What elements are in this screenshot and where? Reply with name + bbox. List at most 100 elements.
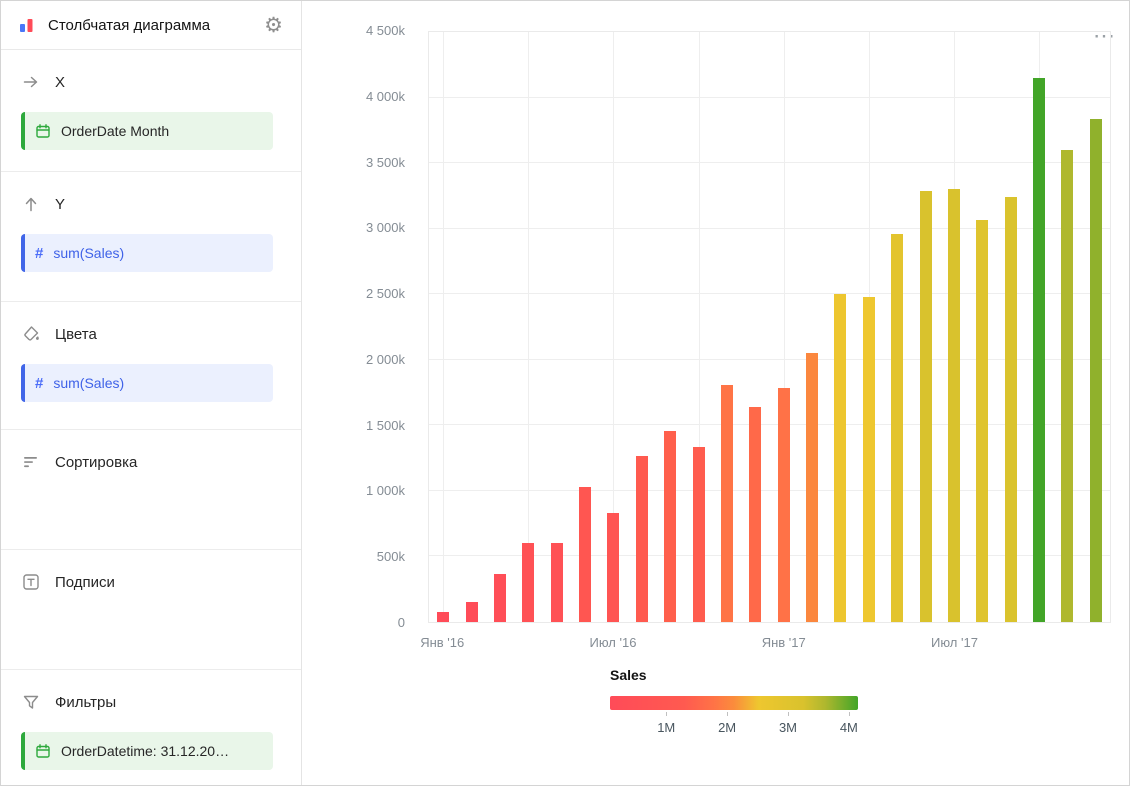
- section-labels-header: Подписи: [21, 572, 273, 592]
- chart-bar[interactable]: [664, 430, 677, 622]
- more-menu-icon[interactable]: ⋯: [1093, 23, 1115, 48]
- sort-icon: [21, 452, 41, 472]
- field-accent-bar: [21, 112, 25, 150]
- field-pill-orderdatetime-filter[interactable]: OrderDatetime: 31.12.20…: [21, 732, 273, 770]
- x-axis-label: Янв '16: [420, 635, 465, 650]
- field-pill-sum-sales-colors[interactable]: # sum(Sales): [21, 364, 273, 402]
- bar-chart-logo-icon: [17, 16, 37, 34]
- chart-bar[interactable]: [437, 612, 450, 622]
- legend-tick-mark: [848, 712, 850, 716]
- filter-funnel-icon: [21, 692, 41, 712]
- field-accent-bar: [21, 234, 25, 272]
- y-axis-label: 1 000k: [365, 483, 405, 499]
- section-y: Y # sum(Sales): [1, 172, 301, 302]
- legend-tick-label: 3M: [778, 720, 798, 735]
- chart-bar[interactable]: [635, 455, 648, 622]
- v-gridline: [698, 32, 700, 622]
- y-axis-label: 3 000k: [365, 220, 405, 236]
- sidebar-header: Столбчатая диаграмма ⚙: [1, 1, 301, 50]
- chart-bar[interactable]: [749, 406, 762, 622]
- chart-bar[interactable]: [891, 234, 904, 622]
- section-sorting-label: Сортировка: [55, 453, 138, 471]
- section-x-label: X: [55, 73, 66, 91]
- legend-tick-label: 2M: [718, 720, 737, 735]
- page-title: Столбчатая диаграмма: [48, 16, 211, 34]
- chart-bar[interactable]: [1033, 77, 1046, 622]
- gear-icon[interactable]: ⚙: [264, 13, 283, 37]
- h-gridline: [429, 555, 1110, 557]
- chart-bar[interactable]: [777, 387, 790, 622]
- field-label: sum(Sales): [53, 375, 125, 391]
- v-gridline: [443, 32, 445, 622]
- field-label: OrderDatetime: 31.12.20…: [61, 743, 230, 759]
- arrow-right-icon: [21, 72, 41, 92]
- chart-area: ⋯ 0 500k 1 000k 1 500k 2 000k 2 500k 3 000k 3 5…: [302, 1, 1129, 785]
- h-gridline: [429, 162, 1110, 164]
- chart-bar[interactable]: [493, 574, 506, 622]
- legend-gradient-bar: [610, 696, 858, 710]
- v-gridline: [783, 32, 785, 622]
- section-y-label: Y: [55, 195, 66, 213]
- hash-icon: #: [35, 374, 44, 392]
- h-gridline: [429, 227, 1110, 229]
- field-accent-bar: [21, 732, 25, 770]
- h-gridline: [429, 96, 1110, 98]
- chart-bar[interactable]: [579, 487, 592, 622]
- chart-bar[interactable]: [522, 543, 535, 622]
- section-labels: Подписи: [1, 550, 301, 670]
- sidebar: Столбчатая диаграмма ⚙ X: [1, 1, 302, 785]
- legend-tick-mark: [787, 712, 789, 716]
- chart-bar[interactable]: [1004, 196, 1017, 622]
- calendar-icon: [35, 123, 51, 139]
- h-gridline: [429, 424, 1110, 426]
- arrow-up-icon: [21, 194, 41, 214]
- chart-bar[interactable]: [834, 294, 847, 622]
- section-y-header: Y: [21, 194, 273, 214]
- chart-bar[interactable]: [806, 352, 819, 622]
- legend-tick-mark: [727, 712, 729, 716]
- section-colors-label: Цвета: [55, 325, 97, 343]
- hash-icon: #: [35, 244, 44, 262]
- chart-bar[interactable]: [919, 190, 932, 622]
- section-filters-label: Фильтры: [55, 693, 117, 711]
- chart-bar[interactable]: [607, 513, 620, 622]
- legend-tick-mark: [666, 712, 668, 716]
- chart-bar[interactable]: [1061, 149, 1074, 622]
- chart-bar[interactable]: [692, 446, 705, 622]
- y-axis-label: 500k: [376, 549, 405, 565]
- chart-bar[interactable]: [550, 543, 563, 622]
- section-x-header: X: [21, 72, 273, 92]
- section-sorting: Сортировка: [1, 430, 301, 550]
- y-axis: 0 500k 1 000k 1 500k 2 000k 2 500k 3 000k 3 500…: [302, 23, 405, 630]
- x-axis-label: Янв '17: [761, 635, 806, 650]
- field-pill-sum-sales-y[interactable]: # sum(Sales): [21, 234, 273, 272]
- legend-tick-label: 4M: [839, 720, 858, 735]
- y-axis-label: 1 500k: [365, 417, 405, 433]
- h-gridline: [429, 293, 1110, 295]
- plot-area: [428, 31, 1111, 623]
- chart-bar[interactable]: [465, 602, 478, 622]
- section-labels-label: Подписи: [55, 573, 115, 591]
- chart-bar[interactable]: [976, 220, 989, 622]
- color-legend: Sales 1M 2M 3M 4M: [610, 667, 858, 738]
- chart-bar[interactable]: [947, 189, 960, 622]
- paint-bucket-icon: [21, 324, 41, 344]
- chart-bar[interactable]: [1089, 118, 1102, 622]
- section-sorting-header: Сортировка: [21, 452, 273, 472]
- section-colors-header: Цвета: [21, 324, 273, 344]
- chart-bar[interactable]: [720, 384, 733, 622]
- y-axis-label: 3 500k: [365, 154, 405, 170]
- field-label: sum(Sales): [53, 245, 125, 261]
- x-axis-label: Июл '17: [930, 635, 978, 650]
- legend-tick-label: 1M: [657, 720, 676, 735]
- chart-bar[interactable]: [862, 297, 875, 622]
- calendar-icon: [35, 743, 51, 759]
- y-axis-label: 2 000k: [365, 351, 405, 367]
- y-axis-label: 0: [397, 615, 405, 630]
- field-pill-orderdate-month[interactable]: OrderDate Month: [21, 112, 273, 150]
- text-label-icon: [21, 572, 41, 592]
- h-gridline: [429, 358, 1110, 360]
- plot-wrap: Янв '16 Июл '16 Янв '17 Июл '17: [420, 31, 1111, 650]
- legend-title: Sales: [610, 667, 647, 683]
